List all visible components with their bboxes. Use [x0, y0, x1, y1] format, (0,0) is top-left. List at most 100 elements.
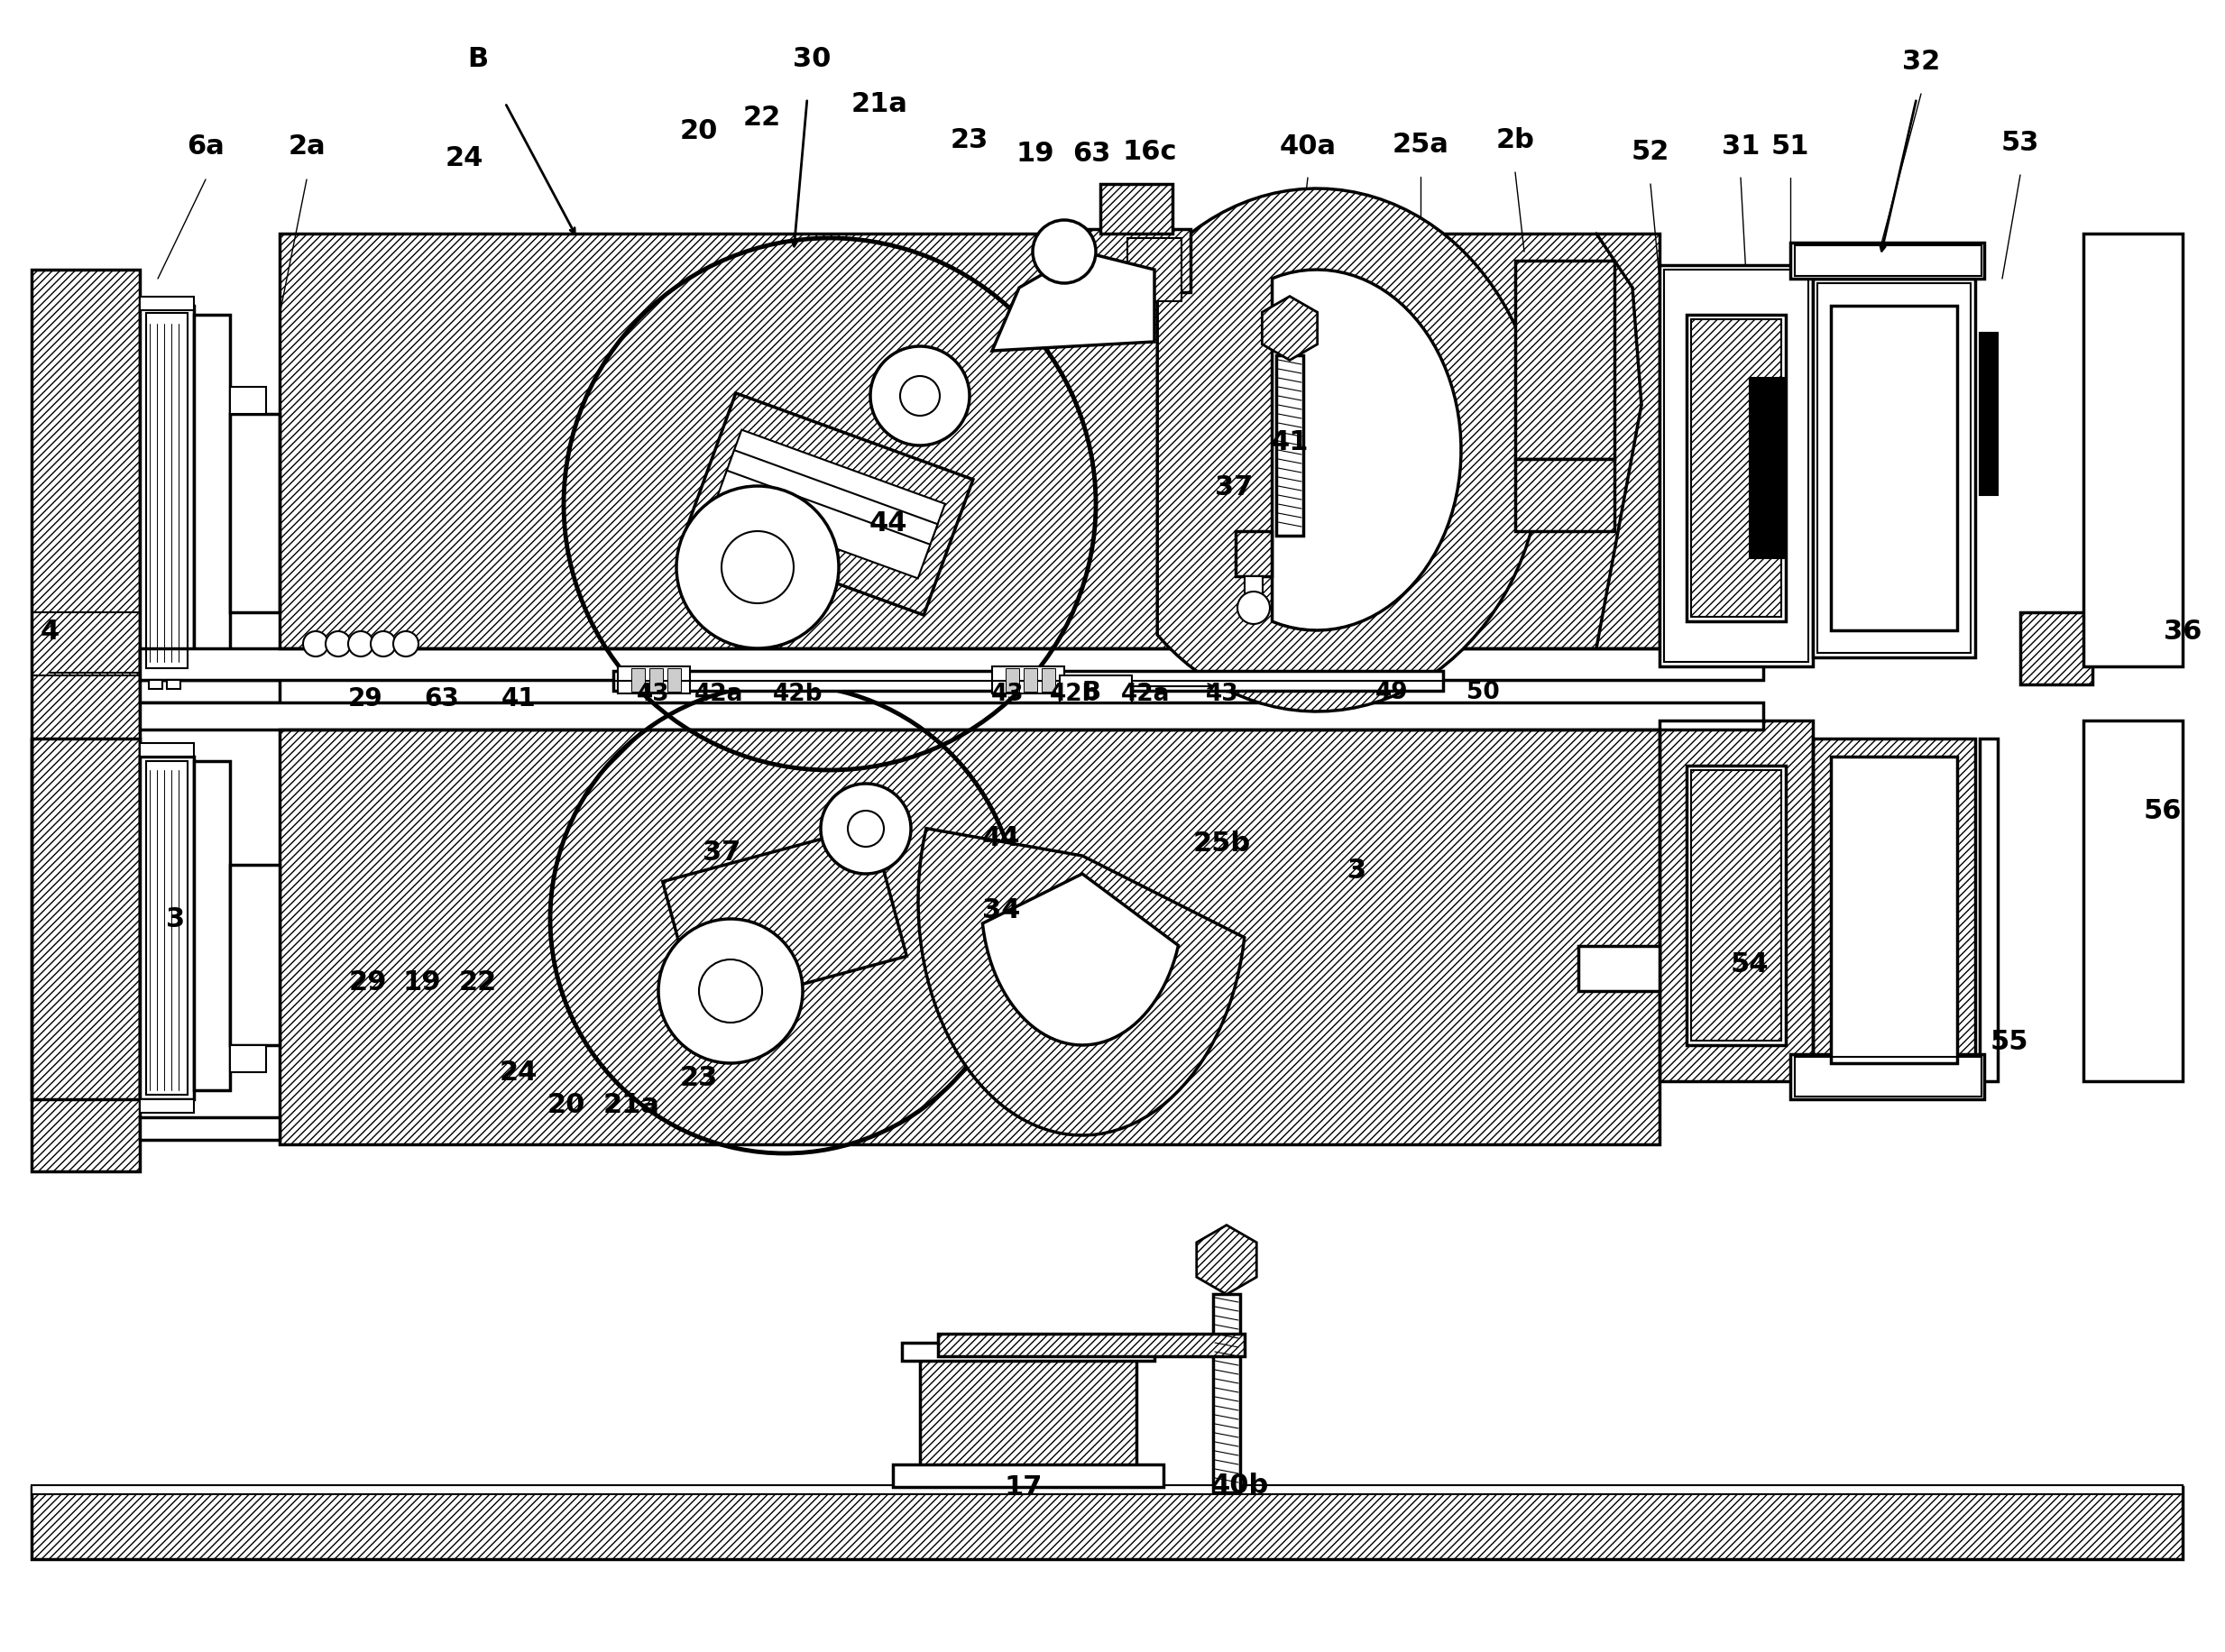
Bar	[1687, 316, 1787, 621]
Bar	[939, 1333, 1244, 1356]
Text: 52: 52	[1631, 139, 1669, 165]
Bar	[892, 1465, 1164, 1487]
Polygon shape	[1262, 297, 1317, 360]
Bar	[992, 667, 1064, 694]
Circle shape	[870, 347, 970, 446]
Bar	[234, 420, 276, 608]
Bar	[280, 235, 1660, 649]
Text: 24: 24	[445, 145, 483, 170]
Text: 19: 19	[403, 970, 441, 996]
Bar	[31, 1487, 2183, 1559]
Text: 54: 54	[1731, 952, 1769, 978]
Bar	[1831, 306, 1958, 631]
Text: 40b: 40b	[1210, 1472, 1268, 1498]
Polygon shape	[1262, 297, 1317, 360]
Bar	[1831, 757, 1958, 1064]
Bar	[149, 681, 162, 689]
Bar	[650, 669, 663, 692]
Bar	[1796, 1057, 1982, 1097]
Text: 20: 20	[547, 1090, 585, 1117]
Bar	[1660, 266, 1813, 667]
Polygon shape	[1128, 240, 1181, 302]
Circle shape	[848, 811, 883, 847]
Bar	[1515, 261, 1615, 459]
Text: 3: 3	[1348, 857, 1366, 882]
Bar	[2020, 613, 2092, 686]
Bar	[147, 762, 187, 1095]
Text: 44: 44	[870, 510, 908, 535]
Bar	[2083, 235, 2183, 667]
Text: 63: 63	[425, 686, 458, 710]
Text: B: B	[1081, 679, 1101, 705]
Text: 37: 37	[1215, 474, 1253, 501]
Bar	[140, 1100, 194, 1113]
Bar	[668, 669, 681, 692]
Bar	[140, 757, 194, 1100]
Text: 51: 51	[1771, 132, 1809, 159]
Bar	[31, 738, 140, 1171]
Text: 31: 31	[1722, 132, 1760, 159]
Bar	[1980, 738, 1998, 1082]
Bar	[147, 314, 187, 669]
Bar	[1515, 459, 1615, 532]
Text: 6a: 6a	[187, 132, 225, 159]
Bar	[901, 1343, 1155, 1361]
Text: 22: 22	[743, 104, 781, 131]
Circle shape	[303, 631, 329, 657]
Bar	[142, 705, 1760, 727]
Bar	[1749, 378, 1787, 558]
Bar	[198, 320, 225, 654]
Bar	[229, 388, 267, 415]
Bar	[31, 271, 140, 1100]
Bar	[619, 667, 690, 694]
Polygon shape	[688, 393, 972, 616]
Bar	[1836, 762, 1954, 1059]
Bar	[1691, 320, 1782, 618]
Bar	[140, 297, 194, 311]
Text: 20: 20	[681, 117, 719, 144]
Text: 4: 4	[40, 618, 60, 644]
Bar	[2083, 720, 2183, 1082]
Circle shape	[901, 377, 939, 416]
Bar	[234, 869, 276, 1041]
Polygon shape	[663, 826, 908, 1013]
Text: 36: 36	[2163, 618, 2203, 644]
Bar	[1041, 669, 1055, 692]
Bar	[1582, 948, 1658, 988]
Bar	[2087, 240, 2178, 662]
Text: 30: 30	[792, 46, 830, 71]
Bar	[140, 1117, 280, 1140]
Circle shape	[325, 631, 352, 657]
Bar	[194, 316, 229, 657]
Bar	[31, 271, 140, 1100]
Bar	[229, 415, 280, 613]
Bar	[167, 681, 180, 689]
Bar	[142, 1120, 276, 1137]
Circle shape	[347, 631, 374, 657]
Bar	[280, 730, 1660, 1145]
Bar	[1813, 738, 1976, 1082]
Polygon shape	[730, 431, 946, 539]
Text: 3: 3	[167, 907, 185, 932]
Bar	[140, 671, 194, 686]
Bar	[1664, 271, 1809, 662]
Text: 50: 50	[1466, 681, 1500, 704]
Bar	[1836, 311, 1954, 626]
Bar	[1081, 230, 1190, 292]
Circle shape	[676, 487, 839, 649]
Bar	[1813, 279, 1976, 657]
Bar	[280, 730, 1660, 1145]
Text: 29: 29	[349, 970, 387, 996]
Text: 42a: 42a	[1121, 682, 1170, 705]
Polygon shape	[714, 471, 930, 578]
Polygon shape	[1157, 190, 1542, 712]
Bar	[140, 306, 194, 676]
Text: B: B	[467, 46, 490, 71]
Bar	[194, 762, 229, 1090]
Bar	[142, 651, 1760, 677]
Text: 21a: 21a	[603, 1090, 659, 1117]
Text: 34: 34	[981, 897, 1021, 923]
Bar	[1796, 246, 1982, 276]
Bar	[1813, 738, 1976, 1082]
Circle shape	[699, 960, 763, 1023]
